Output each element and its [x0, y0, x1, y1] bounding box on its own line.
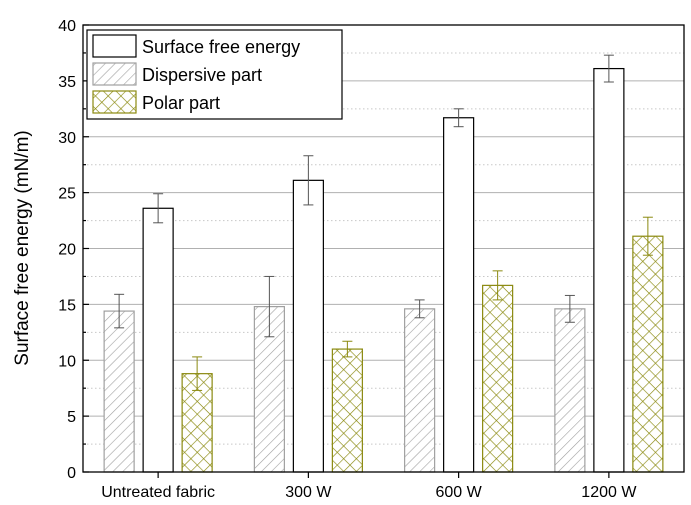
bar — [632, 235, 664, 473]
legend-label: Surface free energy — [142, 37, 300, 57]
legend-label: Polar part — [142, 93, 220, 113]
bar — [443, 117, 475, 473]
y-tick-label: 0 — [67, 465, 76, 482]
x-tick-label: 1200 W — [581, 484, 637, 501]
bar — [142, 207, 174, 473]
bar — [331, 348, 363, 473]
bar — [482, 284, 514, 473]
bars — [103, 54, 664, 473]
legend-swatch — [92, 34, 137, 58]
legend-swatch — [92, 90, 137, 114]
legend-label: Dispersive part — [142, 65, 262, 85]
y-tick-label: 5 — [67, 409, 76, 426]
bar — [554, 308, 586, 473]
y-tick-label: 15 — [58, 297, 76, 314]
legend-swatch — [92, 62, 137, 86]
bar — [593, 67, 625, 473]
y-tick-label: 25 — [58, 186, 76, 203]
bar — [292, 179, 324, 473]
bar — [103, 310, 135, 473]
bar — [404, 308, 436, 473]
y-tick-label: 35 — [58, 74, 76, 91]
x-tick-label: 600 W — [436, 484, 483, 501]
axes: 0 5 10 15 20 25 30 35 40 Untreated fabric 300 W 600… — [58, 18, 685, 501]
y-axis-title: Surface free energy (mN/m) — [12, 130, 33, 365]
y-tick-label: 10 — [58, 353, 76, 370]
y-tick-label: 40 — [58, 18, 76, 35]
y-tick-label: 20 — [58, 242, 76, 259]
y-tick-label: 30 — [58, 130, 76, 147]
grid-lines — [83, 24, 684, 445]
x-tick-label: Untreated fabric — [101, 484, 215, 501]
x-tick-label: 300 W — [285, 484, 332, 501]
bar — [181, 373, 213, 473]
legend: Surface free energy Dispersive part Polar … — [86, 29, 343, 120]
